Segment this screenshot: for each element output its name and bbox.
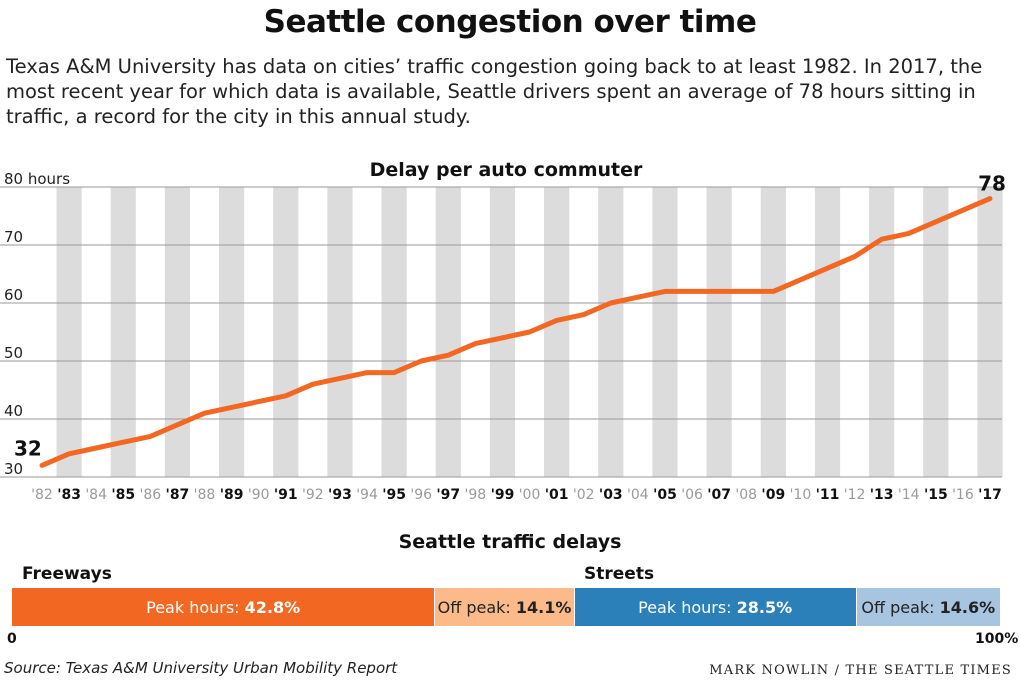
segment-label: Peak hours: xyxy=(638,597,737,617)
year-band xyxy=(923,187,949,477)
credit-line: MARK NOWLIN / THE SEATTLE TIMES xyxy=(709,663,1012,678)
year-band xyxy=(219,187,245,477)
x-tick-label: '17 xyxy=(978,487,1002,503)
x-tick-label: '88 xyxy=(194,487,216,503)
segment-label: Off peak: xyxy=(861,597,940,617)
x-tick-label: '02 xyxy=(573,487,595,503)
x-tick-label: '05 xyxy=(653,487,677,503)
segment-label: Off peak: xyxy=(437,597,516,617)
group-label-freeways: Freeways xyxy=(22,564,112,584)
x-tick-label: '93 xyxy=(328,487,352,503)
y-tick-label: 60 xyxy=(4,286,23,304)
x-tick-label: '14 xyxy=(898,487,920,503)
bar-axis-start: 0 xyxy=(7,631,17,647)
x-tick-label: '92 xyxy=(302,487,324,503)
year-band xyxy=(706,187,732,477)
year-band xyxy=(652,187,678,477)
year-band xyxy=(164,187,191,477)
segment-label: Peak hours: xyxy=(146,597,245,617)
x-tick-label: '07 xyxy=(707,487,731,503)
x-tick-label: '04 xyxy=(627,487,649,503)
year-band xyxy=(56,187,82,477)
group-label-streets: Streets xyxy=(584,564,655,584)
delays-chart-title: Seattle traffic delays xyxy=(398,531,622,553)
x-tick-label: '98 xyxy=(465,487,487,503)
x-tick-label: '87 xyxy=(166,487,190,503)
x-tick-label: '82 xyxy=(31,487,53,503)
segment-value: 14.6% xyxy=(939,597,996,617)
x-tick-label: '16 xyxy=(952,487,974,503)
x-tick-label: '97 xyxy=(436,487,460,503)
year-bands xyxy=(56,187,1003,477)
x-tick-label: '15 xyxy=(924,487,948,503)
series-line-delay xyxy=(39,196,993,468)
year-band xyxy=(814,187,841,477)
bar-segment-freeways-off-peak: Off peak: 14.1% xyxy=(435,588,575,626)
x-tick-label: '90 xyxy=(248,487,270,503)
y-axis-ticks: 30 40 50 60 70 80 hours xyxy=(4,170,70,478)
y-tick-label: 80 hours xyxy=(4,170,70,188)
y-tick-label: 40 xyxy=(4,402,23,420)
line-chart-title: Delay per auto commuter xyxy=(370,159,643,181)
gridlines xyxy=(0,186,1002,478)
year-band xyxy=(977,187,1003,477)
year-band xyxy=(435,187,461,477)
x-tick-label: '09 xyxy=(761,487,785,503)
x-tick-label: '13 xyxy=(870,487,894,503)
x-tick-label: '03 xyxy=(599,487,623,503)
year-band xyxy=(489,187,516,477)
year-band xyxy=(327,187,353,477)
y-tick-label: 50 xyxy=(4,344,23,362)
x-tick-label: '91 xyxy=(274,487,298,503)
x-tick-label: '99 xyxy=(491,487,515,503)
year-band xyxy=(869,187,895,477)
x-tick-label: '08 xyxy=(735,487,757,503)
bar-axis-end: 100% xyxy=(975,631,1019,647)
year-band xyxy=(598,187,624,477)
bar-segment-freeways-peak: Peak hours: 42.8% xyxy=(12,588,436,626)
x-tick-label: '84 xyxy=(85,487,107,503)
year-band xyxy=(381,187,407,477)
data-label: 32 xyxy=(14,436,42,460)
x-tick-label: '95 xyxy=(382,487,406,503)
data-label: 78 xyxy=(978,172,1006,196)
x-tick-label: '86 xyxy=(140,487,162,503)
x-axis-ticks: '82'83'84'85'86'87'88'89'90'91'92'93'94 '… xyxy=(31,487,1002,503)
x-tick-label: '11 xyxy=(816,487,840,503)
source-note: Source: Texas A&M University Urban Mobil… xyxy=(4,659,398,677)
year-band xyxy=(760,187,786,477)
x-tick-label: '94 xyxy=(356,487,378,503)
x-tick-label: '96 xyxy=(410,487,432,503)
delay-line-chart: 30 40 50 60 70 80 hours '82'83'84'85 '86'87'88… xyxy=(0,159,1006,503)
x-tick-label: '12 xyxy=(844,487,866,503)
year-band xyxy=(110,187,136,477)
x-tick-label: '01 xyxy=(545,487,569,503)
x-tick-label: '89 xyxy=(220,487,244,503)
segment-value: 42.8% xyxy=(244,597,301,617)
chart-title: Seattle congestion over time xyxy=(263,4,757,40)
x-tick-label: '83 xyxy=(57,487,81,503)
stacked-delay-bar: Peak hours: 42.8% Off peak: 14.1% Peak hou… xyxy=(12,588,1001,626)
y-tick-label: 70 xyxy=(4,228,23,246)
x-tick-label: '06 xyxy=(681,487,703,503)
year-band xyxy=(273,187,299,477)
y-tick-label: 30 xyxy=(4,460,23,478)
segment-value: 28.5% xyxy=(736,597,793,617)
x-tick-label: '10 xyxy=(790,487,812,503)
bar-segment-streets-peak: Peak hours: 28.5% xyxy=(574,588,857,626)
intro-text: Texas A&M University has data on cities’… xyxy=(6,55,983,128)
x-tick-label: '00 xyxy=(519,487,541,503)
annotations: 32 78 xyxy=(14,172,1006,461)
segment-value: 14.1% xyxy=(515,597,572,617)
year-band xyxy=(544,187,570,477)
bar-segment-streets-off-peak: Off peak: 14.6% xyxy=(856,588,1001,626)
x-tick-label: '85 xyxy=(111,487,135,503)
